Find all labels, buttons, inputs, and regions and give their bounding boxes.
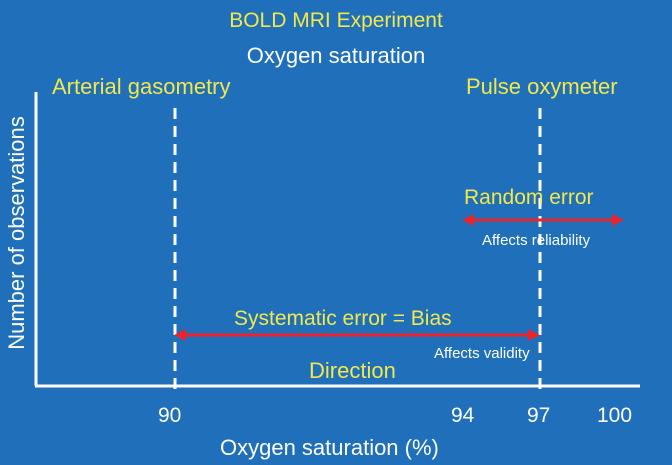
diagram-title: BOLD MRI Experiment <box>229 9 443 32</box>
x-axis-title: Oxygen saturation (%) <box>220 435 439 460</box>
x-tick-label: 90 <box>158 404 182 427</box>
arterial-gasometry-label: Arterial gasometry <box>52 74 231 99</box>
random-error-note: Affects reliability <box>482 232 591 249</box>
x-tick-label: 94 <box>451 404 475 427</box>
systematic-error-label: Systematic error = Bias <box>234 307 452 330</box>
x-tick-label: 100 <box>597 404 633 427</box>
x-tick-label: 97 <box>527 404 551 427</box>
direction-label: Direction <box>309 358 396 383</box>
random-error-label: Random error <box>464 186 594 209</box>
systematic-error-arrow <box>174 329 540 341</box>
pulse-oxymeter-label: Pulse oxymeter <box>466 74 618 99</box>
systematic-error-note: Affects validity <box>434 345 530 362</box>
y-axis-title: Number of observations <box>4 116 29 350</box>
diagram-subtitle: Oxygen saturation <box>246 43 426 68</box>
random-error-arrow <box>462 214 624 226</box>
